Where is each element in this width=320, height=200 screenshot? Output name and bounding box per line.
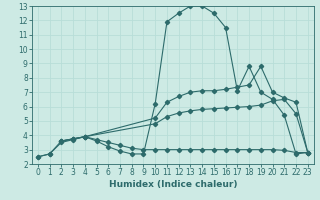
X-axis label: Humidex (Indice chaleur): Humidex (Indice chaleur) bbox=[108, 180, 237, 189]
